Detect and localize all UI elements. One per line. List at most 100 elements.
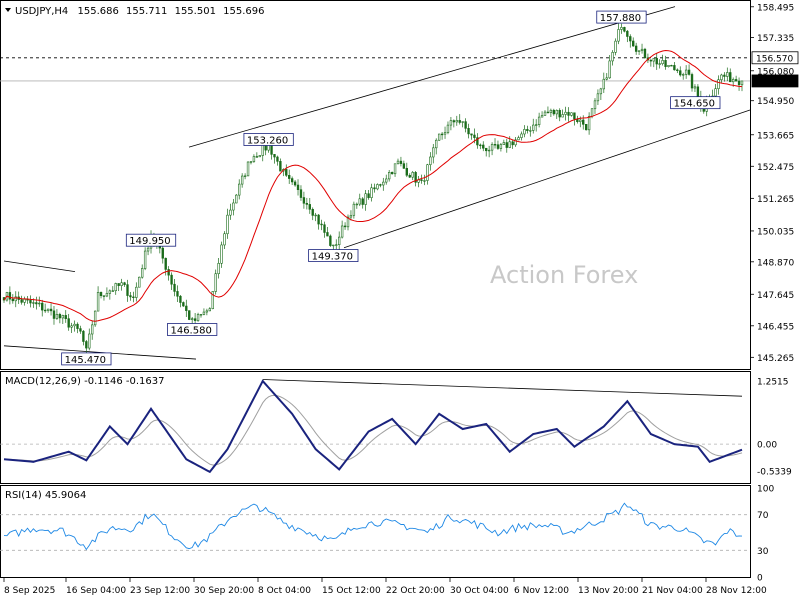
x-tick-label: 8 Sep 2025 [4, 586, 55, 596]
candle-body [464, 121, 467, 129]
candle-body [332, 244, 335, 247]
channel-trendline [343, 109, 751, 249]
price-annotation-label: 149.950 [129, 236, 170, 247]
candle-body [476, 137, 479, 146]
x-tick-label: 15 Oct 12:00 [322, 586, 381, 596]
candle-body [367, 193, 370, 198]
price-annotation-box [308, 249, 359, 262]
candle-body [296, 184, 300, 191]
candle-body [714, 88, 717, 97]
candle-body [517, 137, 520, 141]
macd-y-tick-label: 0.00 [757, 441, 777, 451]
main-panel-frame [0, 0, 751, 370]
candle-body [532, 124, 535, 131]
candle-body [273, 154, 276, 158]
candle-body [423, 180, 426, 182]
price-axis-tag [751, 74, 799, 88]
rsi-title: RSI(14) 45.9064 [5, 490, 86, 501]
candle-body [499, 144, 503, 149]
candle-body [449, 120, 453, 126]
price-annotation-box [243, 133, 294, 146]
candle-body [229, 209, 232, 216]
price-annotation-label: 146.580 [170, 325, 211, 336]
candle-body [8, 292, 12, 300]
candle-body [679, 70, 682, 76]
candle-body [634, 45, 638, 52]
candle-body [485, 147, 488, 152]
y-tick-label: 158.495 [757, 3, 794, 13]
macd-y-tick-label: -0.5339 [757, 468, 792, 478]
candle-body [582, 119, 585, 125]
candle-body [243, 175, 247, 177]
candle-body [687, 69, 691, 75]
candle-body [111, 290, 114, 292]
candle-body [729, 72, 732, 83]
candle-body [108, 290, 112, 294]
channel-trendline [3, 260, 76, 273]
candle-body [593, 100, 597, 110]
price-annotation-box [125, 233, 177, 247]
price-annotation-label: 153.260 [247, 135, 288, 146]
candle-body [11, 298, 14, 302]
candle-body [352, 203, 356, 216]
candle-body [208, 308, 211, 312]
rsi-y-tick-label: 70 [757, 511, 769, 521]
y-tick-label: 154.950 [757, 97, 794, 107]
candle-body [414, 172, 417, 183]
candle-body [238, 183, 241, 196]
candle-body [188, 310, 191, 320]
candle-body [176, 291, 179, 297]
candle-body [196, 314, 200, 321]
candle-body [20, 299, 23, 303]
candle-body [437, 133, 441, 141]
x-tick-label: 21 Nov 04:00 [642, 586, 703, 596]
candle-body [82, 330, 85, 342]
candle-body [387, 172, 391, 180]
candle-body [67, 318, 70, 328]
candle-body [182, 302, 185, 307]
candle-body [132, 296, 135, 298]
candle-body [173, 283, 176, 292]
macd-panel-frame [0, 371, 751, 484]
candle-body [496, 144, 500, 149]
price-annotation-label: 149.370 [312, 252, 353, 263]
candle-body [452, 120, 456, 123]
candle-body [202, 311, 206, 315]
candle-body [546, 111, 550, 114]
candle-body [490, 144, 494, 151]
candle-body [317, 214, 320, 225]
candle-body [255, 156, 259, 158]
x-tick-label: 23 Sep 12:00 [130, 586, 190, 596]
candle-body [138, 276, 141, 288]
candle-body [390, 172, 394, 175]
candle-body [602, 78, 605, 90]
candle-body [96, 292, 100, 312]
y-tick-label: 150.035 [757, 227, 794, 237]
candle-body [323, 224, 326, 233]
candle-body [226, 214, 229, 235]
candle-body [549, 109, 553, 113]
y-tick-label: 152.475 [757, 163, 794, 173]
candle-body [343, 225, 347, 228]
candle-body [740, 80, 744, 86]
price-annotation-label: 145.470 [65, 355, 106, 366]
dropdown-triangle-icon[interactable] [5, 8, 11, 12]
candle-body [379, 184, 382, 186]
macd-panel [0, 379, 750, 474]
candle-body [570, 112, 573, 116]
candle-body [355, 203, 359, 206]
candle-body [376, 184, 379, 190]
candle-body [470, 133, 473, 136]
candle-body [632, 40, 635, 47]
candle-body [432, 147, 435, 158]
candle-body [370, 187, 373, 198]
candle-body [223, 233, 226, 246]
ohlc-high: 155.711 [126, 6, 167, 17]
x-tick-label: 28 Nov 12:00 [706, 586, 767, 596]
candle-body [505, 142, 508, 148]
y-tick-label: 145.265 [757, 354, 794, 364]
candle-body [626, 30, 629, 37]
rsi-y-tick-label: 30 [757, 547, 769, 557]
candle-body [567, 111, 570, 116]
candle-body [605, 77, 608, 80]
